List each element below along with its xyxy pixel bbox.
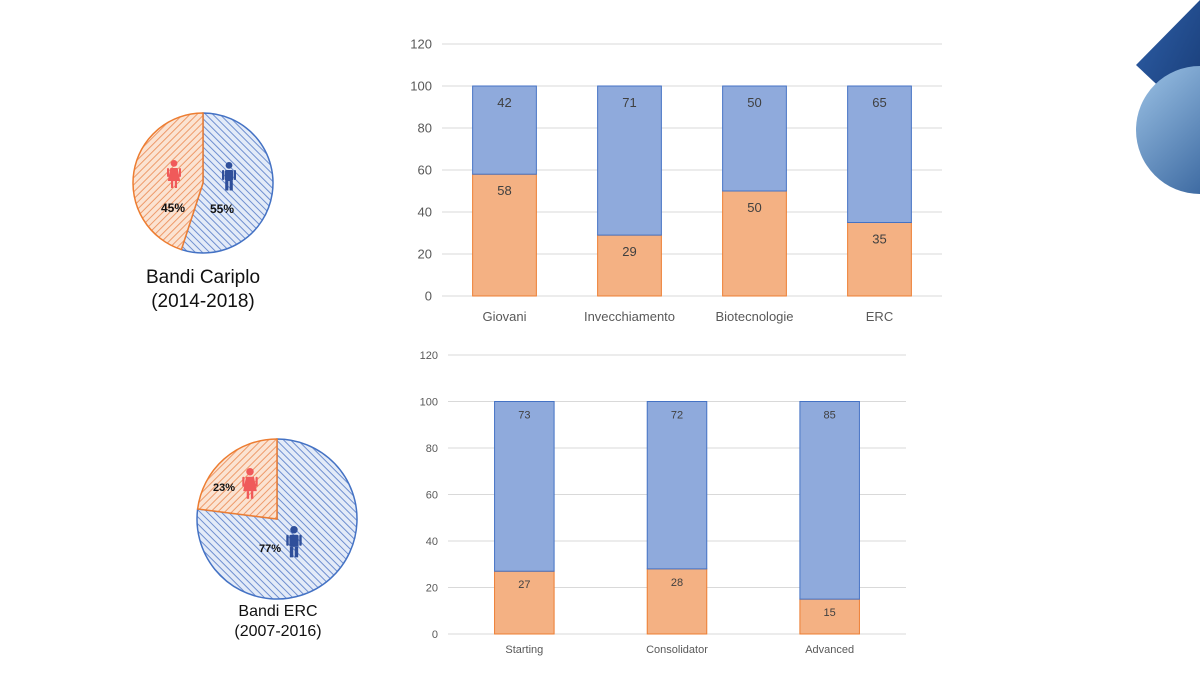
male-person-icon	[222, 162, 236, 191]
bar-segment-female	[597, 234, 662, 297]
stacked-bar-chart-erc: 0 20 40 60 80 100 120 27 73 Starting 28 72 Consolida…	[420, 350, 906, 656]
icon-dress	[167, 168, 181, 181]
y-tick-label: 0	[425, 289, 432, 304]
blue-diamond-circle-decoration	[1136, 0, 1200, 194]
x-category-label: Biotecnologie	[715, 309, 793, 324]
bar-segment-male	[494, 401, 555, 572]
pie-caption-line2: (2007-2016)	[234, 623, 322, 640]
bar-segment-female	[847, 222, 912, 297]
y-tick-label: 100	[420, 396, 438, 408]
pie-label-male: 55%	[210, 202, 234, 216]
pie-caption-erc: Bandi ERC (2007-2016)	[198, 602, 358, 642]
bar-segment-female	[472, 173, 537, 297]
icon-leg	[250, 491, 254, 499]
bar-segment-male	[799, 401, 860, 600]
y-tick-label: 0	[432, 629, 438, 641]
female-person-icon	[167, 160, 181, 188]
data-label: 28	[671, 577, 683, 589]
icon-leg	[225, 181, 229, 191]
icon-arm	[286, 534, 289, 546]
icon-head	[225, 162, 233, 169]
x-category-label: Starting	[505, 644, 543, 656]
y-tick-label: 40	[426, 536, 438, 548]
y-tick-label: 100	[410, 79, 432, 94]
bar-segment-female	[494, 570, 555, 635]
data-label: 72	[671, 410, 683, 422]
pie-caption-line1: Bandi Cariplo	[145, 267, 261, 288]
x-category-label: Advanced	[805, 644, 854, 656]
data-label: 27	[518, 579, 530, 591]
bar-segment-male	[847, 85, 912, 223]
icon-arm	[299, 534, 302, 546]
icon-torso	[224, 170, 234, 181]
icon-head	[170, 160, 178, 167]
female-person-icon	[242, 468, 258, 499]
icon-dress	[243, 476, 257, 492]
y-tick-label: 120	[420, 350, 438, 362]
bar-segment-male	[722, 85, 787, 192]
icon-leg	[289, 546, 294, 558]
pie-chart-erc: 23% 77%	[196, 438, 358, 600]
icon-head	[246, 468, 254, 476]
pie-caption-line1: Bandi ERC	[238, 603, 318, 620]
pie-slice-female	[132, 112, 204, 251]
pie-slice-female	[196, 438, 278, 520]
pie-caption-cariplo: Bandi Cariplo (2014-2018)	[118, 266, 288, 314]
y-tick-label: 120	[410, 37, 432, 52]
data-label: 65	[872, 95, 886, 110]
pie-caption-line2: (2014-2018)	[151, 290, 255, 312]
bar-segment-female	[722, 190, 787, 297]
pie-label-female: 45%	[161, 201, 185, 215]
y-tick-label: 80	[426, 443, 438, 455]
y-tick-label: 60	[426, 489, 438, 501]
icon-arm	[255, 476, 258, 487]
data-label: 58	[497, 183, 511, 198]
pie-chart-cariplo: 45% 55%	[132, 112, 274, 254]
bar-segment-male	[472, 85, 537, 175]
data-label: 85	[824, 410, 836, 422]
data-label: 29	[622, 244, 636, 259]
y-tick-label: 20	[426, 582, 438, 594]
bar-segment-female	[799, 598, 860, 635]
bar-segment-male	[646, 401, 708, 570]
icon-arm	[233, 170, 236, 180]
y-tick-label: 20	[418, 247, 432, 262]
data-label: 42	[497, 95, 511, 110]
icon-torso	[289, 534, 299, 547]
data-label: 35	[872, 232, 886, 247]
stacked-bar-chart-cariplo: 0 20 40 60 80 100 120 58 42 Giovani 29 71 Invecchiam…	[410, 37, 942, 324]
icon-head	[290, 526, 298, 534]
icon-leg	[229, 181, 233, 191]
icon-arm	[242, 476, 245, 487]
bar-segment-male	[597, 85, 662, 236]
data-label: 71	[622, 95, 636, 110]
icon-arm	[222, 170, 225, 180]
icon-leg	[246, 491, 250, 499]
data-label: 15	[824, 607, 836, 619]
data-label: 73	[518, 410, 530, 422]
pie-label-female: 23%	[213, 482, 235, 494]
icon-leg	[171, 181, 174, 188]
pie-label-male: 77%	[259, 543, 281, 555]
data-label: 50	[747, 200, 761, 215]
icon-arm	[167, 168, 169, 177]
icon-leg	[174, 181, 177, 188]
icon-leg	[294, 546, 299, 558]
icon-arm	[179, 168, 181, 177]
x-category-label: Consolidator	[646, 644, 708, 656]
y-tick-label: 40	[418, 205, 432, 220]
x-category-label: Giovani	[482, 309, 526, 324]
y-tick-label: 80	[418, 121, 432, 136]
x-category-label: ERC	[866, 309, 893, 324]
y-tick-label: 60	[418, 163, 432, 178]
data-label: 50	[747, 95, 761, 110]
male-person-icon	[286, 526, 302, 558]
x-category-label: Invecchiamento	[584, 309, 675, 324]
